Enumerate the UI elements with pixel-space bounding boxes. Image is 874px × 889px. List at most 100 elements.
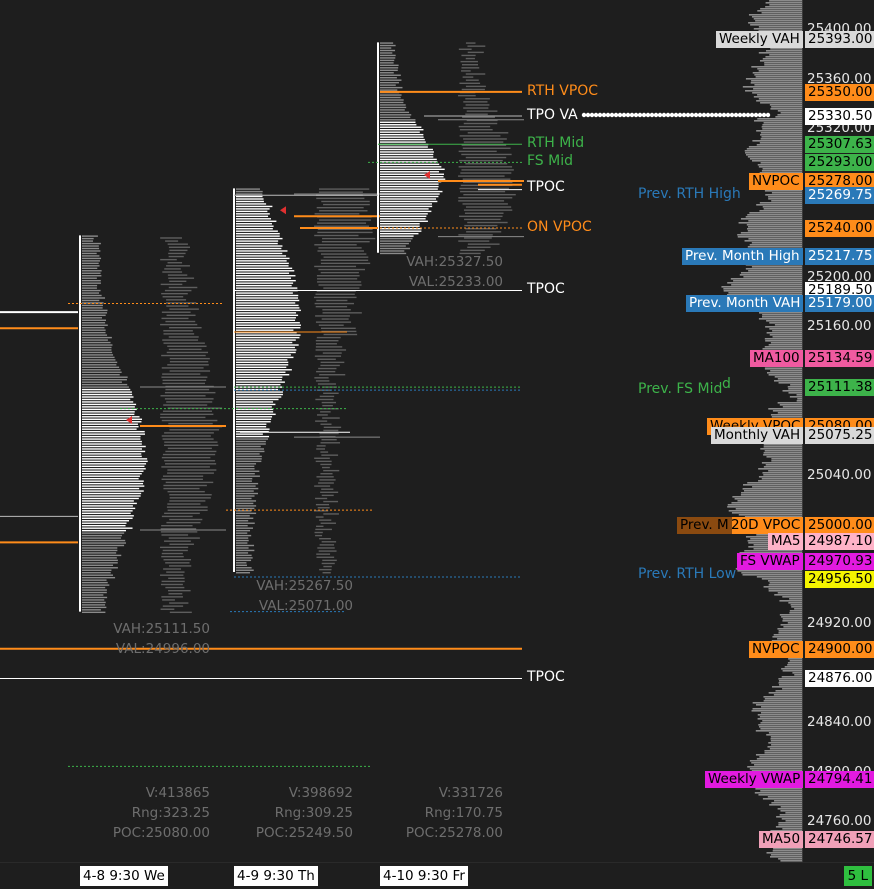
tpo-va-marker (637, 112, 643, 118)
session-volume-row (462, 76, 474, 78)
session-volume-row (323, 256, 369, 258)
session-volume-row (161, 515, 193, 518)
tpo-row (82, 455, 142, 458)
volume-bar (761, 316, 802, 318)
volume-bar (763, 446, 802, 448)
tpo-row (82, 297, 106, 299)
price-tag: 25278.00 (805, 172, 874, 190)
tpo-va-marker (601, 112, 607, 118)
volume-bar (751, 266, 802, 268)
session-2-profile (233, 188, 376, 574)
tpo-row (236, 430, 269, 433)
session-volume-row (462, 116, 495, 119)
tpo-row (82, 482, 144, 485)
tpo-row (82, 322, 106, 324)
volume-bar (792, 672, 802, 674)
session-volume-row (160, 574, 184, 576)
tpo-row (82, 391, 132, 393)
session-volume-row (169, 370, 211, 372)
tpo-row (236, 331, 297, 334)
session-volume-row (314, 225, 370, 227)
session-volume-row (465, 228, 497, 230)
tpo-row (82, 388, 131, 391)
tpo-row (236, 416, 273, 418)
tpo-row (236, 487, 259, 490)
tpo-row (236, 505, 257, 507)
tpo-row (82, 576, 116, 579)
session-volume-row (164, 441, 218, 443)
volume-bar (723, 290, 802, 292)
tpo-row (82, 450, 146, 453)
session-volume-row (461, 169, 514, 171)
session-volume-row (166, 521, 201, 524)
tpo-row (236, 378, 282, 381)
tpo-row (380, 121, 416, 123)
session-volume-row (322, 559, 337, 562)
tpo-row (82, 584, 110, 586)
tpo-row (380, 188, 438, 190)
volume-bar (762, 314, 802, 316)
session-2-val: VAL:25071.00 (258, 598, 353, 614)
price-tag-name: Monthly VAH (711, 426, 804, 444)
price-tag-name: 20D VPOC (728, 517, 804, 534)
tpo-row (236, 381, 285, 383)
line-label-tpo-va: TPO VA (527, 107, 578, 123)
volume-bar (760, 448, 802, 450)
tpo-row (236, 557, 253, 559)
volume-bar (778, 630, 802, 632)
tpo-va-marker (693, 112, 699, 118)
session-3-vah: VAH:25327.50 (406, 254, 503, 270)
session-volume-row (323, 429, 339, 432)
tpo-row (82, 438, 141, 440)
tpo-row (236, 515, 250, 517)
session-volume-row (461, 64, 479, 66)
session-volume-row (166, 351, 209, 354)
volume-bar (748, 14, 802, 16)
session-volume-row (316, 336, 341, 339)
tpo-row (380, 131, 420, 133)
tpo-row (82, 458, 148, 460)
volume-bar (749, 158, 802, 160)
session-volume-row (162, 296, 184, 298)
tpo-row (82, 512, 131, 515)
tpo-row (236, 336, 300, 339)
volume-bar (768, 588, 802, 590)
volume-bar (768, 590, 802, 592)
volume-bar (797, 398, 802, 400)
volume-bar (748, 22, 802, 24)
volume-bar (774, 376, 802, 378)
volume-bar (766, 332, 802, 334)
session-volume-row (461, 88, 485, 91)
volume-bar (777, 638, 802, 640)
tpo-row (82, 589, 107, 591)
session-volume-row (321, 541, 337, 543)
session-volume-row (458, 200, 505, 202)
volume-bar (769, 322, 802, 324)
tpo-row (82, 374, 120, 376)
tpo-row (236, 334, 301, 336)
session-volume-row (463, 141, 504, 143)
session-volume-row (165, 240, 179, 242)
volume-bar (778, 824, 802, 826)
session-volume-row (161, 596, 183, 598)
tpo-row (236, 490, 254, 492)
session-volume-row (314, 265, 357, 268)
tpo-row (236, 272, 290, 274)
session-volume-row (463, 101, 488, 103)
session-volume-row (161, 367, 204, 369)
tpo-va-marker (633, 112, 639, 118)
volume-bar (762, 798, 802, 800)
price-tag: 25350.00 (805, 83, 874, 101)
tpo-row (82, 594, 104, 596)
session-volume-row (166, 401, 213, 403)
session-volume-row (168, 277, 195, 279)
tpo-row (236, 287, 298, 289)
volume-bar (789, 660, 802, 662)
session-volume-row (163, 333, 195, 335)
tpo-row (82, 534, 122, 537)
tpo-row (82, 257, 102, 260)
status-badge[interactable]: 5 L (843, 866, 872, 886)
tpo-row (236, 257, 290, 260)
tpo-row (380, 49, 396, 52)
